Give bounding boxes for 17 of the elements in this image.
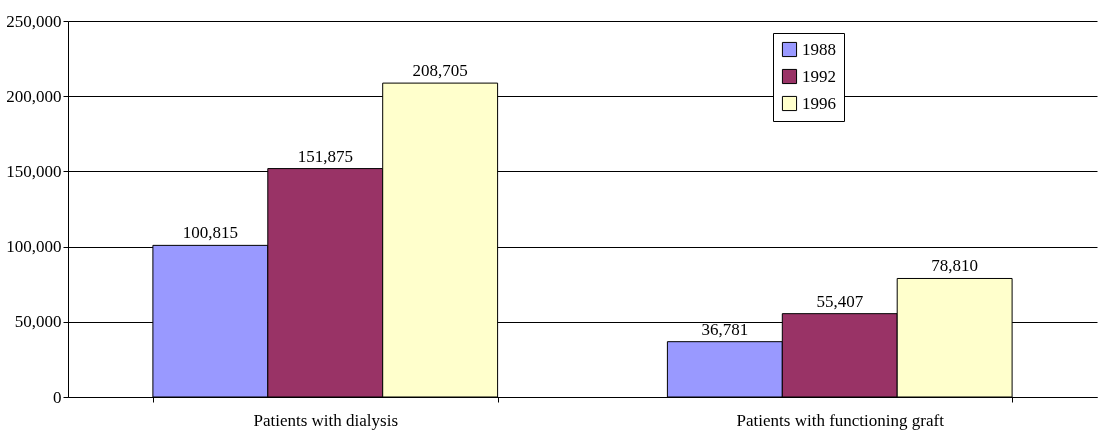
data-label: 36,781 [701,319,749,339]
data-label: 100,815 [182,223,238,243]
x-tick-label: Patients with dialysis [253,410,398,430]
data-label: 208,705 [412,61,468,81]
y-tick-label: 250,000 [6,11,62,31]
y-tick-label: 50,000 [14,312,62,332]
data-label: 78,810 [931,256,979,276]
legend-label: 1988 [802,39,836,59]
y-tick-label: 0 [53,387,62,407]
y-tick-label: 150,000 [6,161,62,181]
data-label: 151,875 [297,146,353,166]
x-tick-label: Patients with functioning graft [736,410,945,430]
legend-label: 1992 [802,66,836,86]
y-tick-label: 200,000 [6,86,62,106]
legend-label: 1996 [802,93,836,113]
y-tick-label: 100,000 [6,237,62,257]
data-label: 55,407 [816,291,864,311]
